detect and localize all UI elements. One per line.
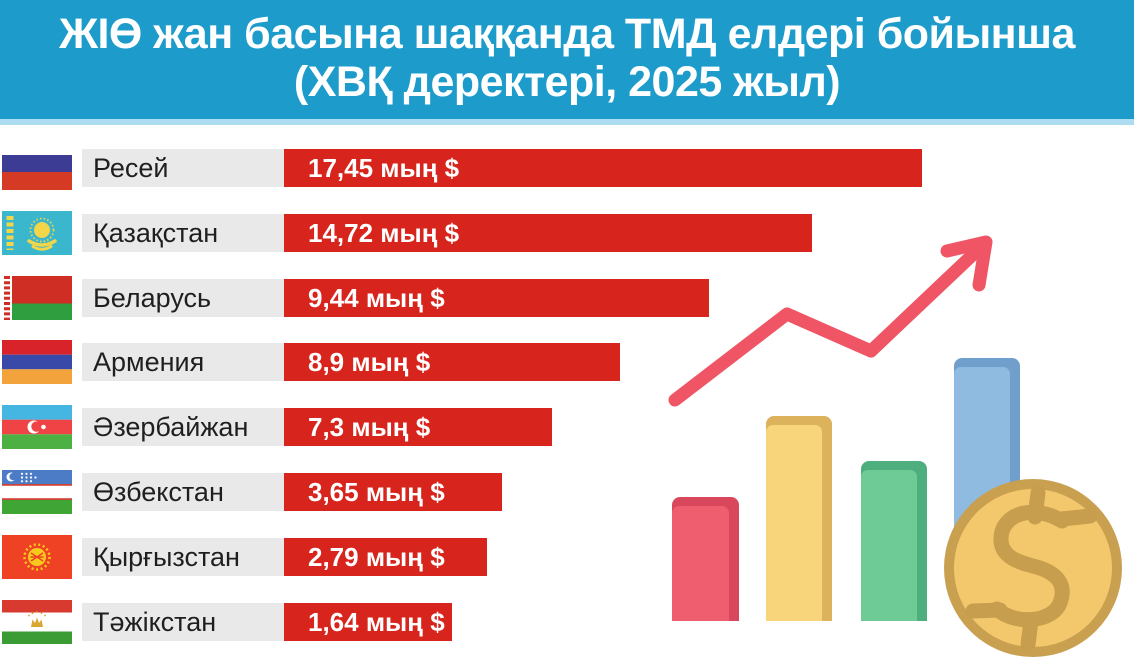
country-row-russia: Ресей 17,45 мың $ bbox=[2, 146, 922, 190]
country-name: Әзербайжан bbox=[82, 408, 284, 447]
value-bar: 7,3 мың $ bbox=[284, 408, 552, 447]
value-bar: 8,9 мың $ bbox=[284, 343, 620, 382]
country-name: Армения bbox=[82, 343, 284, 382]
country-row-azerbaijan: Әзербайжан 7,3 мың $ bbox=[2, 405, 922, 450]
growth-chart-illustration bbox=[668, 235, 1122, 657]
flag-belarus-icon bbox=[2, 275, 72, 320]
page-title-line1: ЖІӨ жан басына шаққанда ТМД елдері бойын… bbox=[59, 10, 1075, 58]
bar-chart-icon bbox=[672, 358, 1020, 621]
flag-russia-icon bbox=[2, 146, 72, 190]
country-name: Ресей bbox=[82, 149, 284, 187]
flag-tajikistan-icon bbox=[2, 599, 72, 644]
value-bar: 2,79 мың $ bbox=[284, 537, 487, 576]
value-bar: 3,65 мың $ bbox=[284, 472, 502, 511]
trend-arrow-icon bbox=[668, 235, 993, 407]
country-name: Тәжікстан bbox=[82, 602, 284, 641]
value-bar: 17,45 мың $ bbox=[284, 149, 922, 187]
country-name: Беларусь bbox=[82, 278, 284, 317]
country-row-uzbekistan: Өзбекстан 3,65 мың $ bbox=[2, 469, 922, 514]
country-name: Өзбекстан bbox=[82, 472, 284, 511]
country-row-belarus: Беларусь 9,44 мың $ bbox=[2, 275, 922, 320]
header: ЖІӨ жан басына шаққанда ТМД елдері бойын… bbox=[0, 0, 1134, 119]
country-row-tajikistan: Тәжікстан 1,64 мың $ bbox=[2, 599, 922, 644]
country-name: Қазақстан bbox=[82, 213, 284, 252]
flag-uzbekistan-icon bbox=[2, 469, 72, 514]
country-name: Қырғызстан bbox=[82, 537, 284, 576]
value-bar: 9,44 мың $ bbox=[284, 278, 709, 317]
flag-kazakhstan-icon bbox=[2, 210, 72, 255]
flag-kyrgyzstan-icon bbox=[2, 534, 72, 579]
country-row-kyrgyzstan: Қырғызстан 2,79 мың $ bbox=[2, 534, 922, 579]
value-bar: 14,72 мың $ bbox=[284, 213, 812, 252]
value-bar: 1,64 мың $ bbox=[284, 602, 452, 641]
header-divider bbox=[0, 119, 1134, 125]
country-bar-list: Ресей 17,45 мың $ Қазақстан 14,72 мың $ … bbox=[2, 146, 922, 664]
flag-armenia-icon bbox=[2, 340, 72, 385]
flag-azerbaijan-icon bbox=[2, 405, 72, 450]
country-row-kazakhstan: Қазақстан 14,72 мың $ bbox=[2, 210, 922, 255]
dollar-coin-icon bbox=[944, 479, 1122, 657]
page-title-line2: (ХВҚ деректері, 2025 жыл) bbox=[293, 58, 841, 106]
country-row-armenia: Армения 8,9 мың $ bbox=[2, 340, 922, 385]
